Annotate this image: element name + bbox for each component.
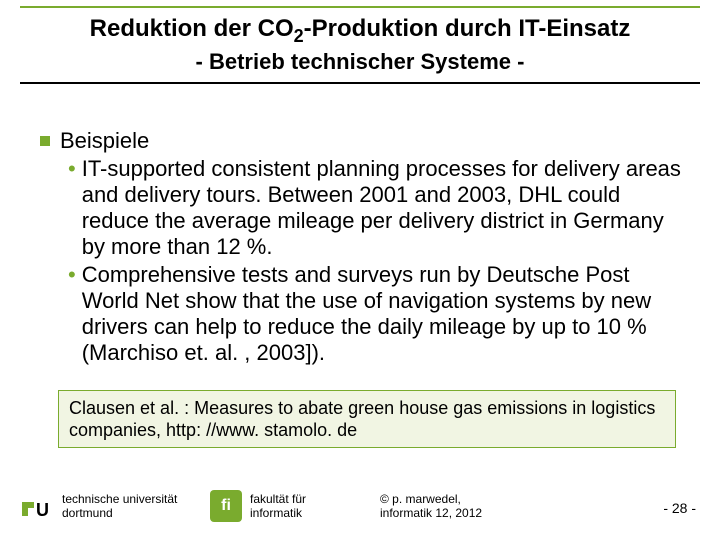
bullet-lvl1: Beispiele bbox=[40, 128, 690, 154]
bullet-lvl1-text: Beispiele bbox=[60, 128, 149, 154]
reference-box: Clausen et al. : Measures to abate green… bbox=[58, 390, 676, 448]
dot-bullet-icon: • bbox=[68, 156, 76, 182]
footer-faculty: fakultät für informatik bbox=[250, 492, 306, 520]
footer-copy-line1: © p. marwedel, bbox=[380, 492, 482, 506]
slide-title: Reduktion der CO2-Produktion durch IT-Ei… bbox=[20, 14, 700, 47]
fi-logo-icon: fi bbox=[210, 490, 242, 522]
footer-university: technische universität dortmund bbox=[62, 492, 177, 520]
footer-uni-line1: technische universität bbox=[62, 492, 177, 506]
top-rule bbox=[20, 6, 700, 8]
title-post: -Produktion durch IT-Einsatz bbox=[304, 15, 631, 42]
bullet-lvl2-text: Comprehensive tests and surveys run by D… bbox=[82, 262, 690, 366]
footer: U technische universität dortmund fi fak… bbox=[0, 482, 720, 522]
title-pre: Reduktion der CO bbox=[90, 15, 294, 42]
svg-text:U: U bbox=[36, 500, 49, 520]
slide: Reduktion der CO2-Produktion durch IT-Ei… bbox=[0, 0, 720, 540]
fi-logo-text: fi bbox=[221, 497, 231, 515]
bullet-lvl2-text: IT-supported consistent planning process… bbox=[82, 156, 690, 260]
title-rule bbox=[20, 82, 700, 84]
footer-page-number: - 28 - bbox=[663, 500, 696, 516]
title-subscript: 2 bbox=[294, 26, 304, 46]
footer-copyright: © p. marwedel, informatik 12, 2012 bbox=[380, 492, 482, 520]
reference-text: Clausen et al. : Measures to abate green… bbox=[69, 398, 655, 440]
footer-copy-line2: informatik 12, 2012 bbox=[380, 506, 482, 520]
bullet-lvl2: • IT-supported consistent planning proce… bbox=[68, 156, 690, 260]
footer-fak-line1: fakultät für bbox=[250, 492, 306, 506]
tu-logo-icon: U bbox=[22, 492, 56, 522]
footer-fak-line2: informatik bbox=[250, 506, 306, 520]
footer-uni-line2: dortmund bbox=[62, 506, 177, 520]
square-bullet-icon bbox=[40, 136, 50, 146]
bullet-lvl2: • Comprehensive tests and surveys run by… bbox=[68, 262, 690, 366]
dot-bullet-icon: • bbox=[68, 262, 76, 288]
content-area: Beispiele • IT-supported consistent plan… bbox=[40, 128, 690, 366]
slide-subtitle: - Betrieb technischer Systeme - bbox=[20, 49, 700, 75]
title-block: Reduktion der CO2-Produktion durch IT-Ei… bbox=[20, 14, 700, 75]
